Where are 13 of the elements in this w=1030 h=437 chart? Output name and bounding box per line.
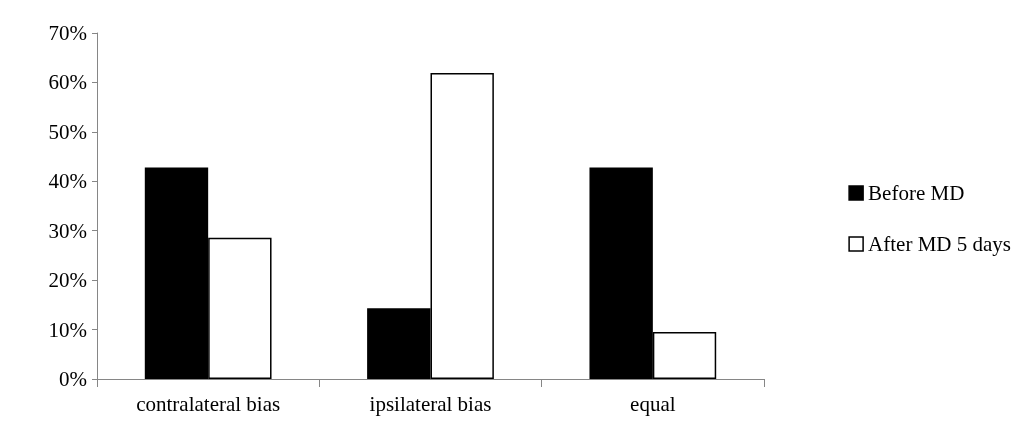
legend-label: After MD 5 days <box>868 232 1011 256</box>
y-tick-label: 70% <box>48 21 87 45</box>
y-tick-label: 60% <box>48 70 87 95</box>
x-tick-label: ipsilateral bias <box>369 391 492 416</box>
y-tick-label: 0% <box>59 367 87 391</box>
y-tick-label: 50% <box>48 119 87 144</box>
y-tick-label: 30% <box>48 218 87 243</box>
y-tick-label: 20% <box>48 268 87 293</box>
x-tick-label: contralateral bias <box>136 391 281 416</box>
legend-label: Before MD <box>868 181 965 205</box>
y-tick-label: 40% <box>48 169 87 194</box>
y-tick-label: 10% <box>48 317 87 342</box>
x-tick-label: equal <box>630 391 676 416</box>
